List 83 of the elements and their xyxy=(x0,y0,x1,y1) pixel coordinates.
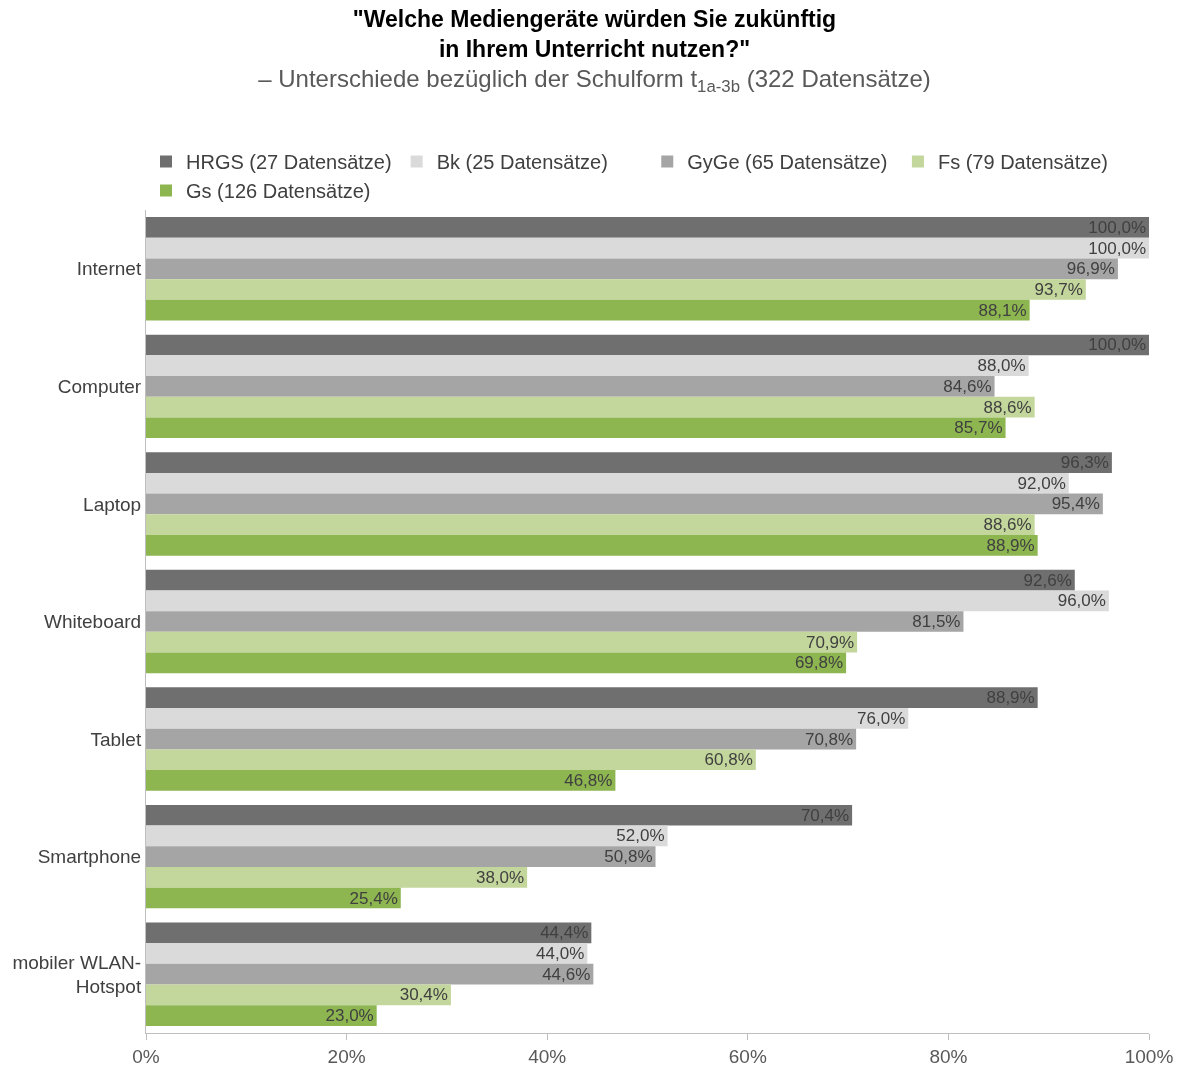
data-label: 38,0% xyxy=(475,867,525,887)
bar xyxy=(146,237,1149,259)
bar xyxy=(146,922,592,944)
bar xyxy=(146,887,401,909)
bar xyxy=(146,299,1030,321)
y-tick-label: Internet xyxy=(76,258,142,280)
data-label: 69,8% xyxy=(794,653,844,673)
y-tick-label: Smartphone xyxy=(37,846,142,868)
bar xyxy=(146,258,1118,280)
legend-label: Fs (79 Datensätze) xyxy=(937,151,1108,174)
chart-title: "Welche Mediengeräte würden Sie zukünftig in Ihrem Unterricht nutzen?" xyxy=(352,5,837,62)
y-tick-label: mobiler WLAN- Hotspot xyxy=(12,951,142,998)
bar xyxy=(146,1005,377,1026)
data-label: 88,1% xyxy=(978,300,1027,320)
data-label: 100,0% xyxy=(1088,238,1146,258)
bar xyxy=(146,708,909,729)
data-label: 92,0% xyxy=(1017,473,1066,493)
x-tick-label: 80% xyxy=(929,1045,968,1067)
data-label: 60,8% xyxy=(704,750,753,770)
x-tick-label: 60% xyxy=(728,1045,767,1067)
bar xyxy=(146,943,588,964)
data-label: 30,4% xyxy=(399,985,448,1005)
data-label: 52,0% xyxy=(616,826,665,846)
bar xyxy=(146,631,858,653)
bar xyxy=(146,569,1075,591)
data-label: 88,9% xyxy=(986,535,1035,555)
bar xyxy=(146,334,1149,356)
bar xyxy=(146,396,1035,418)
data-label: 88,6% xyxy=(983,515,1032,535)
bar xyxy=(146,217,1149,238)
data-label: 81,5% xyxy=(912,612,961,631)
bar xyxy=(146,534,1038,556)
bar xyxy=(146,984,451,1006)
bar xyxy=(146,963,594,985)
data-label: 88,0% xyxy=(977,356,1026,376)
y-tick-label: Computer xyxy=(57,376,142,398)
bar xyxy=(146,514,1035,535)
bar xyxy=(146,417,1006,439)
x-tick-label: 0% xyxy=(132,1045,160,1067)
bar xyxy=(146,770,616,791)
y-tick-label: Whiteboard xyxy=(44,611,142,633)
x-tick-label: 20% xyxy=(327,1045,366,1067)
bar xyxy=(146,590,1109,612)
bar xyxy=(146,728,857,750)
x-tick-label: 100% xyxy=(1124,1045,1174,1067)
bar xyxy=(146,376,995,397)
y-tick-label: Tablet xyxy=(90,728,142,750)
legend-label: Bk (25 Datensätze) xyxy=(436,151,608,174)
data-label: 96,0% xyxy=(1057,591,1106,611)
chart-subtitle: – Unterschiede bezüglich der Schulform t$_{1a-3b}$ (322 Datensätze) xyxy=(258,64,931,96)
bar xyxy=(146,866,528,888)
data-label: 50,8% xyxy=(604,847,653,867)
data-label: 70,8% xyxy=(804,729,854,749)
data-label: 44,6% xyxy=(542,964,591,984)
bar xyxy=(146,652,847,674)
legend-label: GyGe (65 Datensätze) xyxy=(687,151,888,174)
data-label: 85,7% xyxy=(954,418,1003,438)
data-label: 88,6% xyxy=(983,397,1032,417)
bar xyxy=(146,611,964,632)
data-label: 93,7% xyxy=(1034,279,1083,299)
x-tick-label: 40% xyxy=(528,1045,567,1067)
bar xyxy=(146,749,756,771)
bar xyxy=(146,279,1086,300)
data-label: 84,6% xyxy=(943,376,992,396)
bar xyxy=(146,804,853,826)
bar xyxy=(146,355,1029,377)
data-label: 76,0% xyxy=(857,708,906,728)
data-label: 44,0% xyxy=(536,944,585,964)
bar xyxy=(146,687,1038,709)
bar xyxy=(146,472,1069,494)
legend-label: HRGS (27 Datensätze) xyxy=(186,151,392,174)
bar xyxy=(146,825,668,847)
data-label: 95,4% xyxy=(1051,494,1100,514)
bar xyxy=(146,452,1112,473)
data-label: 25,4% xyxy=(349,888,398,908)
data-label: 96,9% xyxy=(1066,259,1115,279)
data-label: 23,0% xyxy=(325,1006,374,1026)
bar xyxy=(146,493,1103,515)
data-label: 46,8% xyxy=(564,770,613,790)
data-label: 70,9% xyxy=(805,632,855,652)
legend-label: Gs (126 Datensätze) xyxy=(186,180,371,203)
y-tick-label: Laptop xyxy=(83,493,142,515)
bar xyxy=(146,846,656,867)
